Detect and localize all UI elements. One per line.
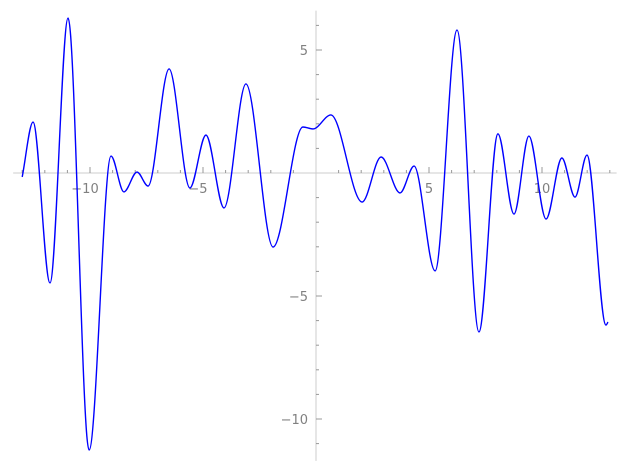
x-tick-label: −5 <box>188 182 207 197</box>
y-tick-label: 5 <box>300 44 308 59</box>
x-tick-label: 5 <box>425 182 433 197</box>
ticks <box>21 24 611 445</box>
tick-labels: −10 −5 5 10 5 −5 −10 <box>71 44 550 428</box>
x-tick-label: −10 <box>71 182 98 197</box>
x-tick-label: 10 <box>534 182 551 197</box>
y-tick-label: −10 <box>281 413 308 428</box>
axes <box>13 10 617 461</box>
y-tick-label: −5 <box>289 290 308 305</box>
series-line <box>21 17 609 451</box>
